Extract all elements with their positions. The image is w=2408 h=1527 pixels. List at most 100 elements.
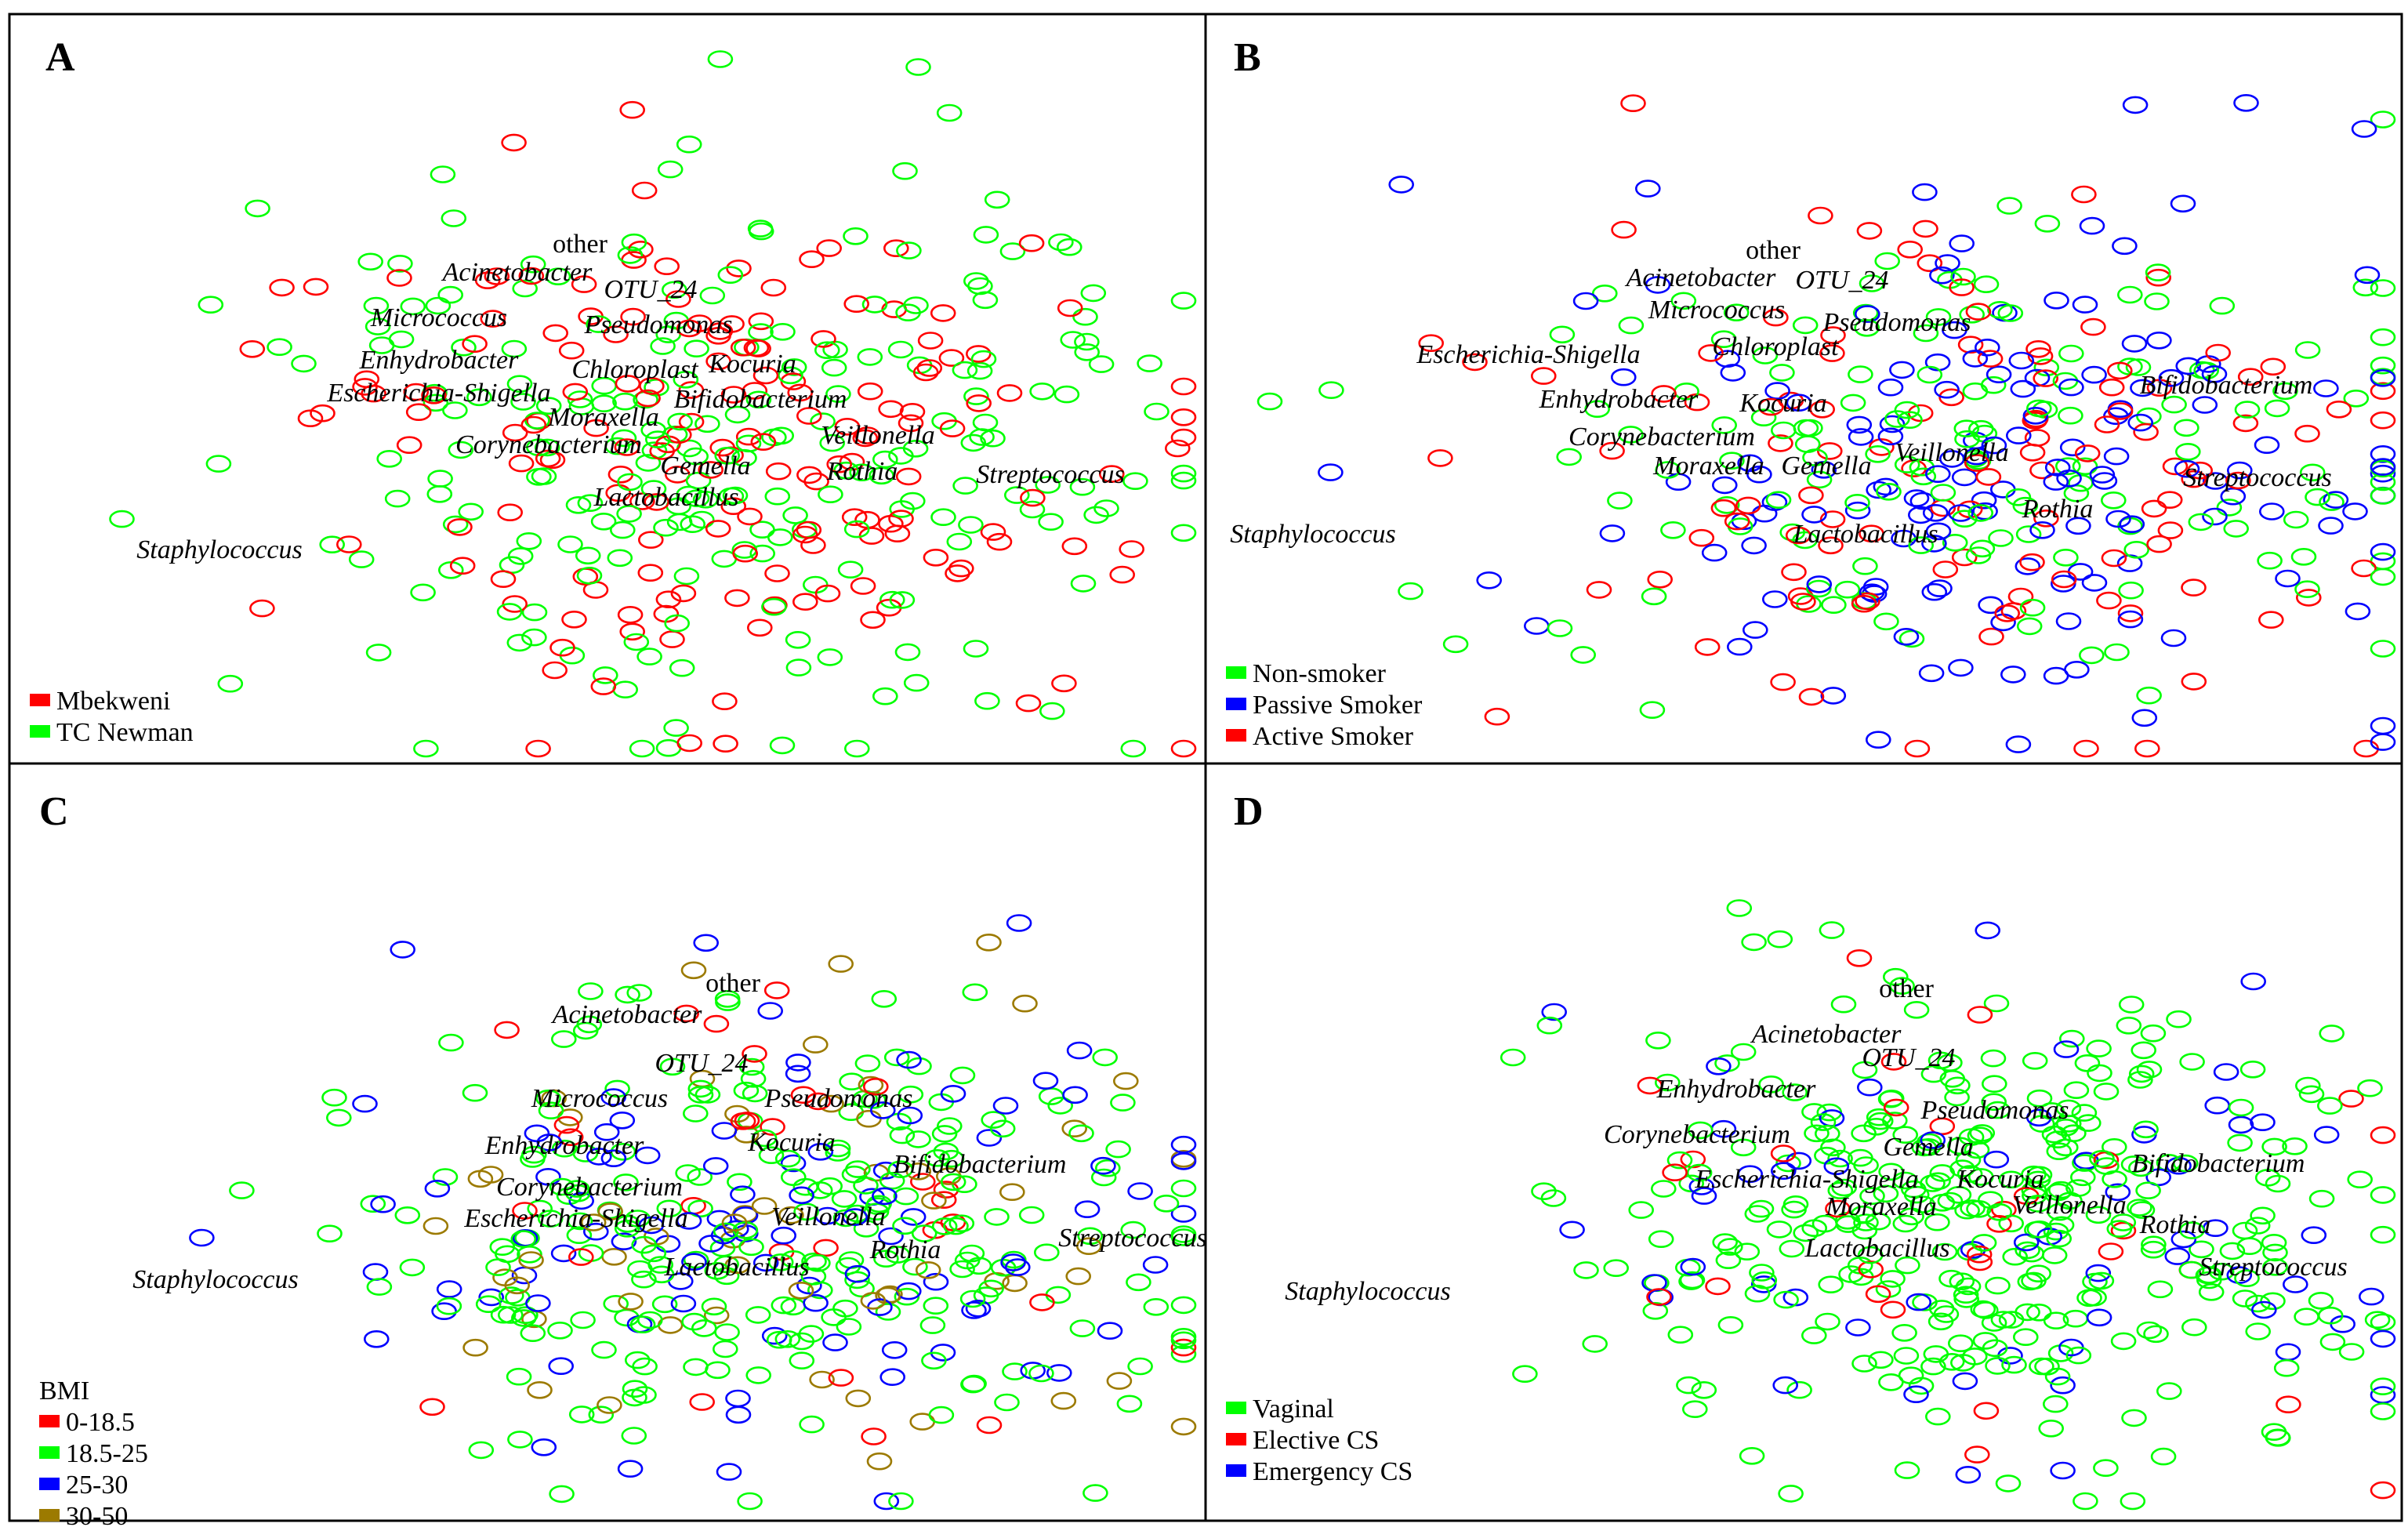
point-b-non-smoker-391: [1997, 304, 2024, 322]
point-c-18-5-25-307: [1110, 1094, 1136, 1112]
label-b-lactobacillus: Lactobacillus: [1792, 520, 1938, 549]
point-b-passive-smoker-405: [2029, 520, 2055, 539]
point-b-active-smoker-308: [1965, 303, 1992, 321]
point-d-vaginal-385: [2135, 1181, 2161, 1199]
point-d-elective-cs-83: [2370, 1481, 2396, 1500]
panel-c-letter: C: [39, 789, 69, 834]
point-d-vaginal-401: [2166, 1010, 2192, 1028]
label-a-veillonella: Veillonella: [821, 421, 934, 450]
point-d-emergency-cs-255: [1955, 1466, 1982, 1484]
point-b-active-smoker-361: [2146, 535, 2172, 553]
point-b-active-smoker-210: [1586, 581, 1612, 599]
point-b-active-smoker-21: [2370, 382, 2396, 401]
point-d-vaginal-240: [2059, 1029, 2085, 1048]
point-c-18-5-25-238: [745, 1366, 772, 1384]
point-a-mbekweni-184: [895, 467, 922, 486]
label-d-streptococcus: Streptococcus: [2199, 1253, 2347, 1282]
point-c-18-5-25-200: [687, 1199, 713, 1218]
point-b-non-smoker-43: [1710, 330, 1737, 349]
point-a-mbekweni-126: [678, 381, 705, 399]
point-d-vaginal-414: [2198, 1283, 2225, 1301]
point-d-elective-cs-213: [1646, 1288, 1672, 1306]
panel-d-border: [1204, 762, 2403, 1522]
point-a-tc-newman-385: [814, 341, 840, 360]
point-a-tc-newman-19: [442, 401, 468, 419]
point-d-vaginal-296: [1948, 1334, 1974, 1352]
point-a-mbekweni-225: [724, 589, 750, 608]
point-a-tc-newman-116: [507, 547, 534, 565]
point-c-18-5-25-27: [825, 1139, 851, 1158]
point-d-elective-cs-274: [1967, 1253, 1993, 1271]
point-a-tc-newman-321: [611, 429, 637, 448]
point-c-18-5-25-36: [651, 1295, 678, 1314]
point-a-mbekweni-209: [814, 584, 841, 603]
point-d-vaginal-357: [2181, 1318, 2207, 1337]
point-b-active-smoker-81: [2296, 589, 2322, 607]
point-d-vaginal-408: [2041, 1246, 2068, 1264]
label-a-other: other: [553, 230, 608, 259]
point-c-0-18-5-4: [763, 981, 790, 999]
point-a-mbekweni-231: [619, 100, 646, 119]
point-a-tc-newman-283: [963, 272, 989, 290]
point-c-0-18-5-42: [910, 1173, 936, 1191]
point-d-vaginal-33: [2260, 1292, 2286, 1311]
point-c-18-5-25-327: [931, 1217, 958, 1235]
point-d-vaginal-194: [1928, 1300, 1955, 1318]
point-d-emergency-cs-180: [1541, 1003, 1567, 1021]
point-a-mbekweni-372: [614, 438, 640, 456]
point-a-tc-newman-285: [902, 439, 929, 458]
point-b-non-smoker-220: [2145, 263, 2171, 281]
point-c-18-5-25-330: [745, 1306, 771, 1324]
point-c-25-30-222: [536, 1133, 563, 1152]
point-c-0-18-5-349: [730, 1112, 756, 1130]
point-d-vaginal-133: [1779, 1239, 1805, 1258]
point-b-active-smoker-95: [1904, 739, 1931, 758]
point-b-active-smoker-73: [2096, 591, 2122, 610]
point-c-18-5-25-267: [570, 1311, 596, 1329]
point-c-25-30-282: [600, 1088, 627, 1106]
label-c-other: other: [705, 969, 761, 998]
point-b-passive-smoker-223: [2227, 461, 2253, 480]
point-b-passive-smoker-269: [1925, 522, 1952, 541]
point-b-passive-smoker-323: [2127, 413, 2153, 432]
point-b-active-smoker-190: [2033, 369, 2058, 387]
point-c-25-30-394: [872, 1187, 898, 1206]
point-a-tc-newman-142: [1088, 355, 1115, 373]
point-c-18-5-25-385: [564, 1184, 591, 1202]
point-d-emergency-cs-364: [1772, 1376, 1798, 1395]
point-b-passive-smoker-356: [1942, 321, 1967, 339]
point-b-active-smoker-287: [2098, 378, 2125, 397]
point-c-25-30-276: [785, 1054, 811, 1072]
point-a-tc-newman-303: [365, 644, 392, 662]
point-d-vaginal-143: [1867, 1112, 1894, 1130]
point-b-active-smoker-288: [2205, 343, 2231, 362]
point-b-non-smoker-57: [1873, 612, 1899, 631]
point-b-passive-smoker-184: [2160, 629, 2187, 647]
point-b-active-smoker-311: [1913, 219, 1938, 238]
point-d-vaginal-363: [1827, 1181, 1854, 1199]
point-d-vaginal-299: [2140, 1024, 2167, 1043]
point-d-emergency-cs-212: [2313, 1126, 2340, 1144]
point-d-vaginal-166: [1893, 1347, 1920, 1365]
point-c-25-30-52: [873, 1492, 900, 1511]
point-b-active-smoker-304: [2326, 400, 2352, 419]
legend-d-swatch-vaginal: [1226, 1402, 1246, 1414]
point-c-18-5-25-419: [905, 1130, 931, 1148]
point-b-non-smoker-289: [1547, 619, 1573, 637]
point-a-mbekweni-383: [760, 278, 787, 297]
point-d-vaginal-327: [1929, 1164, 1956, 1182]
legend-c-label-25-30: 25-30: [66, 1471, 128, 1500]
point-c-25-30-260: [531, 1438, 557, 1456]
point-b-non-smoker-283: [1917, 365, 1943, 384]
point-c-25-30-342: [842, 1208, 868, 1226]
point-c-18-5-25-125: [948, 1214, 975, 1232]
point-d-vaginal-387: [2234, 1269, 2260, 1287]
point-b-non-smoker-243: [2370, 279, 2396, 297]
point-d-vaginal-88: [2189, 1240, 2214, 1259]
point-c-18-5-25-19: [961, 1374, 987, 1393]
point-c-18-5-25-409: [1068, 1124, 1094, 1143]
point-b-passive-smoker-161: [2006, 426, 2032, 444]
point-c-25-30-331: [582, 1222, 609, 1241]
point-c-25-30-301: [1097, 1322, 1123, 1340]
